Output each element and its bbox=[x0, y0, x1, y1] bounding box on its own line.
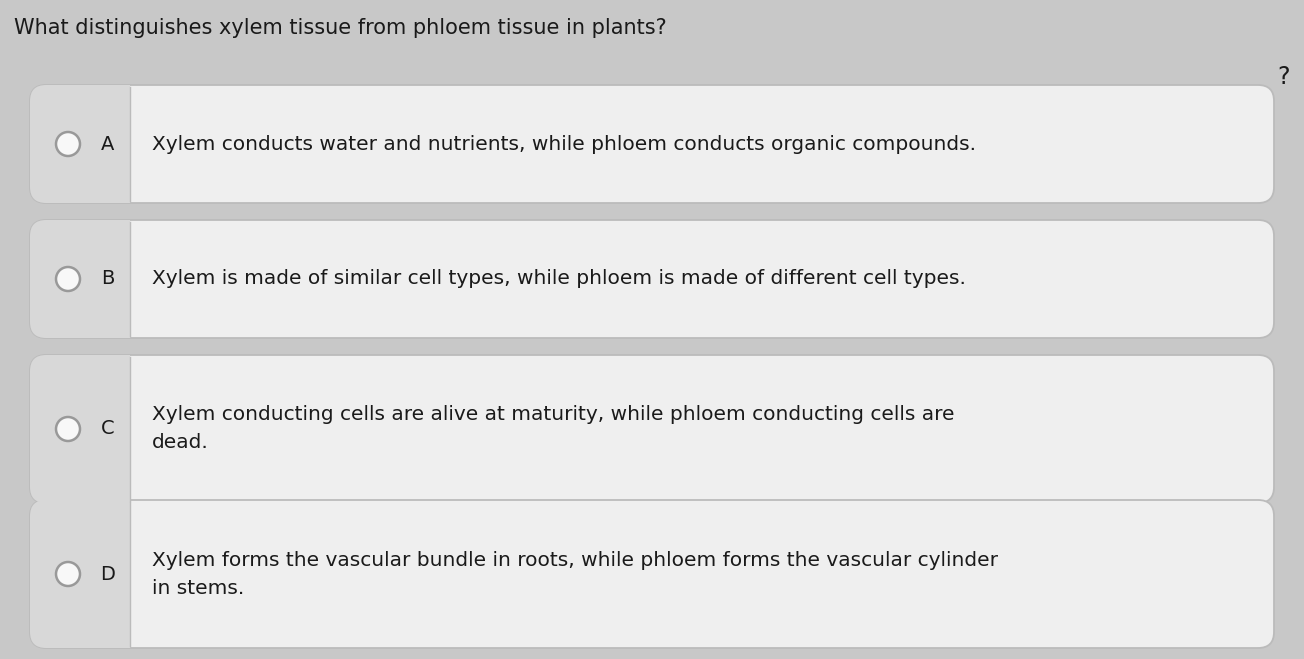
FancyBboxPatch shape bbox=[30, 355, 130, 503]
FancyBboxPatch shape bbox=[30, 500, 130, 648]
Text: A: A bbox=[102, 134, 115, 154]
FancyBboxPatch shape bbox=[30, 85, 1274, 203]
Text: D: D bbox=[100, 565, 116, 583]
FancyBboxPatch shape bbox=[30, 220, 130, 338]
Circle shape bbox=[56, 562, 80, 586]
Text: Xylem is made of similar cell types, while phloem is made of different cell type: Xylem is made of similar cell types, whi… bbox=[153, 270, 966, 289]
Circle shape bbox=[56, 267, 80, 291]
Bar bbox=[113, 220, 130, 338]
Circle shape bbox=[56, 417, 80, 441]
Text: Xylem forms the vascular bundle in roots, while phloem forms the vascular cylind: Xylem forms the vascular bundle in roots… bbox=[153, 550, 998, 598]
FancyBboxPatch shape bbox=[30, 355, 1274, 503]
Circle shape bbox=[56, 132, 80, 156]
Text: C: C bbox=[102, 420, 115, 438]
FancyBboxPatch shape bbox=[30, 500, 1274, 648]
Text: ?: ? bbox=[1278, 65, 1290, 89]
Bar bbox=[113, 355, 130, 503]
Text: What distinguishes xylem tissue from phloem tissue in plants?: What distinguishes xylem tissue from phl… bbox=[14, 18, 666, 38]
Text: Xylem conducting cells are alive at maturity, while phloem conducting cells are
: Xylem conducting cells are alive at matu… bbox=[153, 405, 955, 453]
Bar bbox=[113, 85, 130, 203]
FancyBboxPatch shape bbox=[30, 85, 130, 203]
Text: B: B bbox=[102, 270, 115, 289]
Text: Xylem conducts water and nutrients, while phloem conducts organic compounds.: Xylem conducts water and nutrients, whil… bbox=[153, 134, 975, 154]
Bar bbox=[113, 500, 130, 648]
FancyBboxPatch shape bbox=[30, 220, 1274, 338]
